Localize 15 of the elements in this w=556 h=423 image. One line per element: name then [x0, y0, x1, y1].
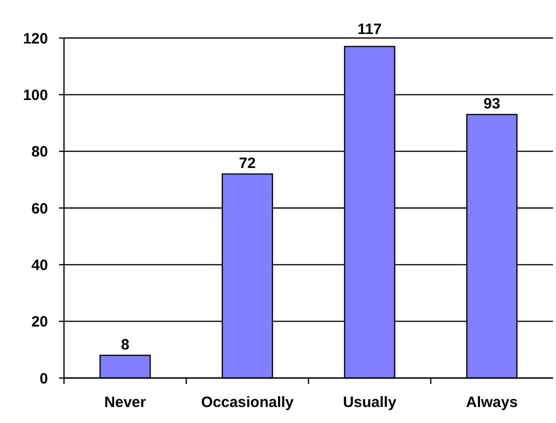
x-tick-label: Never — [104, 394, 146, 411]
y-tick-label: 40 — [31, 256, 48, 274]
data-label: 93 — [484, 96, 500, 112]
x-tick-label: Occasionally — [201, 394, 294, 411]
y-tick-label: 80 — [31, 144, 48, 161]
y-tick-label: 60 — [31, 200, 48, 218]
data-label: 72 — [239, 155, 256, 172]
x-tick-label: Always — [466, 394, 518, 411]
y-tick-label: 120 — [22, 30, 48, 48]
data-label: 117 — [358, 21, 382, 38]
x-tick-label: Usually — [342, 394, 397, 411]
y-tick-label: 20 — [31, 314, 48, 331]
data-label: 8 — [120, 336, 130, 354]
y-tick-label: 100 — [22, 86, 48, 104]
y-tick-label: 0 — [40, 370, 48, 388]
